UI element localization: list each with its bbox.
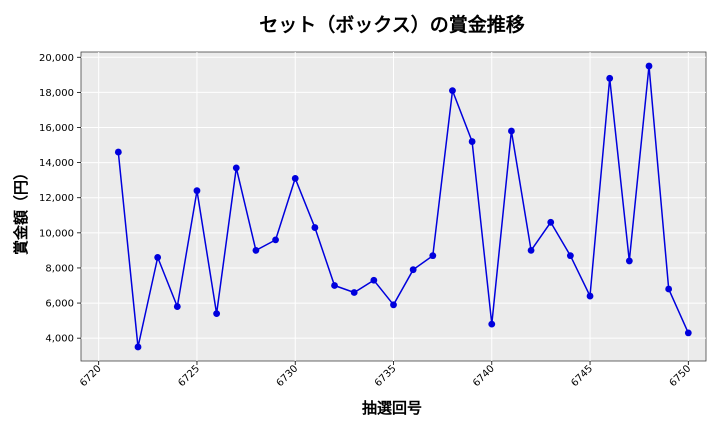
data-point xyxy=(508,127,515,135)
data-point xyxy=(370,276,378,284)
data-point xyxy=(232,164,240,172)
data-point xyxy=(390,301,397,309)
data-point xyxy=(213,310,221,317)
y-tick-label: 4,000 xyxy=(45,334,74,345)
data-point xyxy=(193,187,201,195)
data-point xyxy=(547,218,555,226)
data-point xyxy=(409,266,417,274)
data-point xyxy=(468,138,476,145)
y-axis: 4,000 6,000 8,000 10,000 12,000 14,000 16,000 1… xyxy=(39,53,81,345)
x-tick-label: 6735 xyxy=(373,363,399,389)
data-point xyxy=(625,257,633,265)
data-point xyxy=(606,74,614,82)
series-line xyxy=(117,65,689,348)
data-point xyxy=(665,285,673,293)
x-tick-label: 6725 xyxy=(176,363,202,389)
data-point xyxy=(134,343,142,351)
x-tick-label: 6720 xyxy=(78,363,104,389)
x-tick-label: 6750 xyxy=(668,363,694,389)
data-point xyxy=(114,148,122,156)
data-point xyxy=(586,292,594,300)
data-point xyxy=(645,62,653,70)
data-point xyxy=(566,252,574,260)
y-tick-label: 14,000 xyxy=(39,158,74,169)
x-tick-label: 6730 xyxy=(275,363,301,389)
y-tick-label: 8,000 xyxy=(45,263,74,274)
data-point xyxy=(173,303,181,310)
chart-title: セット（ボックス）の賞金推移 xyxy=(259,13,524,36)
data-point xyxy=(449,87,456,95)
y-axis-label: 賞金額（円） xyxy=(12,165,30,255)
x-axis-label: 抽選回号 xyxy=(362,399,422,417)
data-point xyxy=(272,236,279,244)
y-tick-label: 12,000 xyxy=(39,193,74,204)
x-axis: 6720 6725 6730 6735 6740 6745 6750 xyxy=(78,361,693,389)
y-tick-label: 10,000 xyxy=(39,228,74,239)
series xyxy=(114,62,692,351)
data-point xyxy=(429,252,437,260)
y-tick-label: 6,000 xyxy=(45,299,74,310)
y-tick-label: 20,000 xyxy=(39,53,74,64)
y-tick-label: 18,000 xyxy=(39,88,74,99)
data-point xyxy=(488,320,496,328)
y-tick-label: 16,000 xyxy=(39,123,74,134)
data-point xyxy=(252,246,260,254)
data-point xyxy=(311,224,319,231)
data-point xyxy=(527,246,535,254)
data-point xyxy=(291,175,299,182)
data-point xyxy=(154,254,162,261)
x-tick-label: 6745 xyxy=(569,363,595,389)
x-tick-label: 6740 xyxy=(471,363,497,389)
data-point xyxy=(684,329,692,337)
data-point xyxy=(350,289,358,296)
data-point xyxy=(331,282,338,289)
